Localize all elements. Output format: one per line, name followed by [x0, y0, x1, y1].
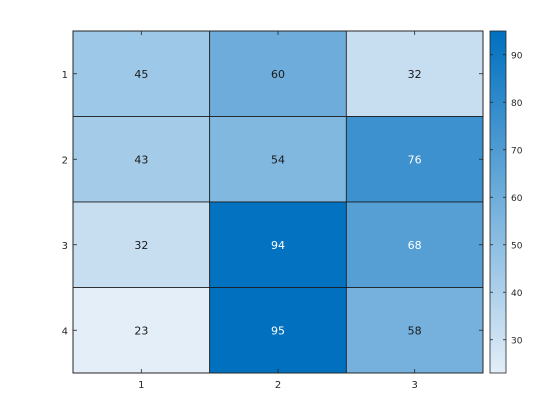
heatmap-cell-r3-c2 — [209, 201, 347, 288]
colorbar: 30 40 50 60 70 80 90 — [489, 30, 523, 374]
heatmap-cells — [72, 30, 484, 374]
cell-value-label: 32 — [408, 68, 422, 81]
heatmap-cell-r1-c1 — [72, 30, 211, 117]
colorbar-tick-label: 60 — [511, 194, 523, 204]
x-tick-label: 1 — [138, 380, 144, 391]
colorbar-tick-label: 40 — [511, 289, 523, 299]
heatmap-cell-r4-c1 — [72, 287, 211, 374]
colorbar-tick-label: 90 — [511, 51, 523, 61]
colorbar-gradient — [489, 30, 507, 374]
colorbar-tick-label: 30 — [511, 336, 523, 346]
cell-value-labels: 45 60 32 43 54 76 32 94 68 23 95 58 — [134, 68, 421, 338]
colorbar-tick-label: 80 — [511, 99, 523, 109]
heatmap-cell-r2-c3 — [345, 116, 484, 203]
heatmap-cell-r4-c3 — [345, 287, 484, 374]
y-tick-label: 1 — [62, 70, 68, 81]
cell-value-label: 54 — [271, 153, 285, 166]
cell-value-label: 94 — [271, 239, 285, 252]
cell-value-label: 32 — [134, 239, 148, 252]
colorbar-tick-label: 70 — [511, 146, 523, 156]
heatmap-cell-r2-c1 — [72, 116, 211, 203]
heatmap-cell-r1-c2 — [209, 30, 347, 117]
x-tick-label: 2 — [275, 380, 281, 391]
cell-value-label: 45 — [134, 68, 148, 81]
cell-value-label: 95 — [271, 324, 285, 337]
cell-value-label: 68 — [408, 239, 422, 252]
cell-value-label: 76 — [408, 153, 422, 166]
cell-value-label: 58 — [408, 324, 422, 337]
cell-value-label: 43 — [134, 153, 148, 166]
y-tick-label: 3 — [62, 241, 68, 252]
x-axis: 1 2 3 — [138, 31, 418, 391]
y-tick-label: 4 — [62, 326, 68, 337]
x-tick-label: 3 — [411, 380, 417, 391]
cell-value-label: 23 — [134, 324, 148, 337]
cell-value-label: 60 — [271, 68, 285, 81]
heatmap-cell-r2-c2 — [209, 116, 347, 203]
colorbar-tick-label: 50 — [511, 241, 523, 251]
y-tick-label: 2 — [62, 155, 68, 166]
